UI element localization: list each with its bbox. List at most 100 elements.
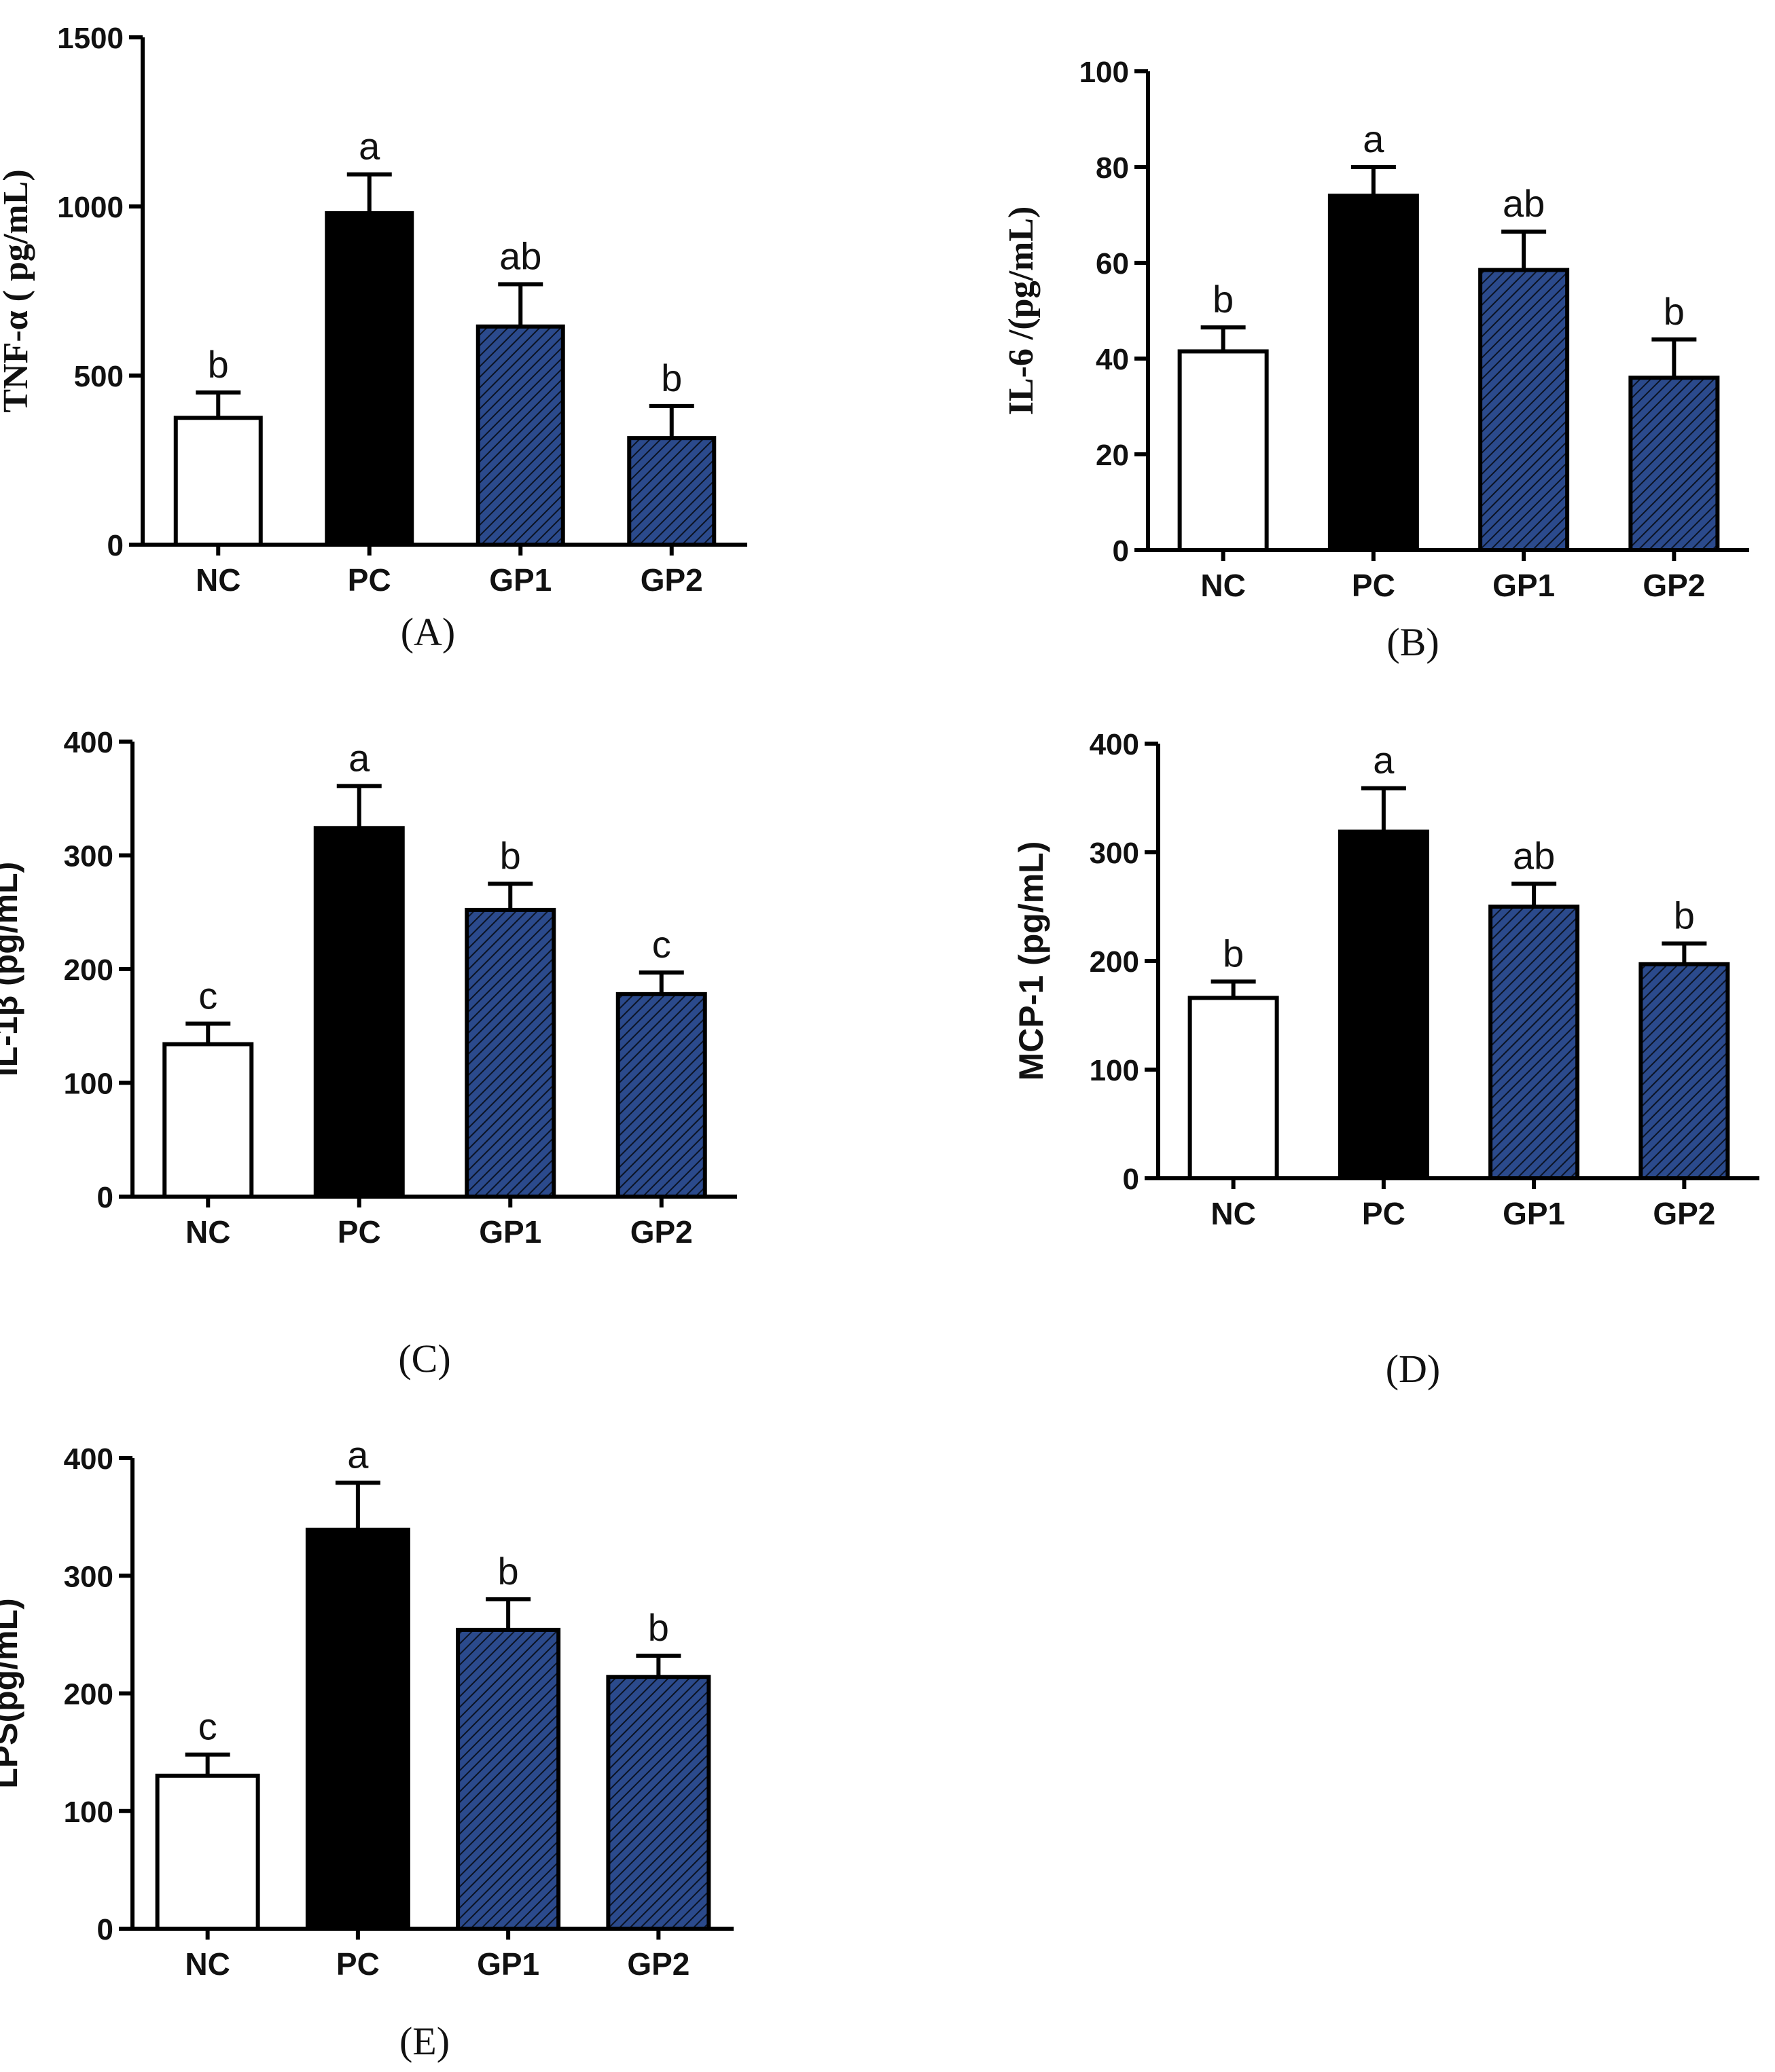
bar-gp2 — [615, 992, 707, 1199]
y-tick-label: 0 — [1123, 1163, 1139, 1196]
category-label: GP1 — [477, 1946, 539, 1982]
bar-pc — [325, 211, 414, 547]
y-tick-label: 0 — [107, 529, 124, 562]
y-tick-label: 1500 — [57, 22, 124, 55]
panel-caption: (E) — [399, 2019, 450, 2063]
significance-label: c — [198, 1705, 217, 1748]
y-axis-label: MCP-1 (pg/mL) — [1012, 841, 1050, 1081]
y-tick-label: 200 — [1090, 945, 1139, 979]
category-label: GP1 — [489, 562, 552, 598]
significance-label: b — [208, 343, 229, 386]
y-tick-label: 400 — [64, 726, 113, 759]
significance-label: b — [661, 357, 682, 399]
significance-label: b — [1213, 278, 1234, 321]
panel-caption: (C) — [398, 1337, 450, 1381]
y-tick-label: 1000 — [57, 191, 124, 224]
significance-label: ab — [499, 235, 541, 278]
category-label: NC — [196, 562, 240, 598]
bar-gp2 — [627, 436, 717, 547]
bar-nc — [1187, 996, 1279, 1181]
bar-gp1 — [1488, 905, 1580, 1180]
y-tick-label: 200 — [64, 1678, 113, 1711]
panel-caption: (B) — [1386, 620, 1439, 664]
significance-label: c — [652, 923, 671, 966]
y-axis-label: IL-1β (pg/mL) — [0, 862, 24, 1077]
bar-pc — [1327, 194, 1419, 552]
y-tick-label: 0 — [1113, 534, 1129, 568]
y-tick-label: 80 — [1096, 151, 1129, 185]
y-tick-label: 300 — [64, 1560, 113, 1593]
y-tick-label: 200 — [64, 953, 113, 987]
chart-panel-b: b NC a PC ab GP1 b GP2 0 20 40 60 80 100 IL-6 /(pg/mL)… — [1002, 56, 1749, 664]
chart-panel-e: c NC a PC b GP1 b GP2 0 100 200 300 400 LPS(pg/mL) (E) — [0, 1433, 734, 2063]
y-tick-label: 100 — [64, 1796, 113, 1829]
significance-label: b — [1674, 894, 1695, 937]
significance-label: b — [498, 1550, 519, 1593]
bar-pc — [1338, 829, 1429, 1180]
significance-label: b — [648, 1606, 669, 1649]
category-label: PC — [348, 562, 391, 598]
bar-gp1 — [1478, 268, 1570, 552]
significance-label: ab — [1513, 834, 1555, 877]
category-label: GP2 — [1653, 1196, 1715, 1231]
significance-label: a — [347, 1433, 369, 1476]
y-tick-label: 0 — [97, 1913, 113, 1946]
significance-label: a — [359, 125, 380, 168]
significance-label: a — [1373, 739, 1395, 782]
significance-label: ab — [1503, 182, 1545, 225]
category-label: GP2 — [1643, 568, 1705, 603]
category-label: NC — [185, 1946, 230, 1982]
significance-label: b — [1223, 932, 1244, 975]
bar-nc — [1177, 349, 1269, 552]
bar-gp2 — [1638, 962, 1730, 1181]
bar-gp1 — [476, 324, 565, 547]
category-label: NC — [1211, 1196, 1255, 1231]
bar-gp2 — [606, 1675, 711, 1931]
category-label: GP1 — [1503, 1196, 1565, 1231]
bar-nc — [162, 1042, 254, 1199]
chart-panel-a: b NC a PC ab GP1 b GP2 0 500 1000 1500 TNF-α ( pg/mL… — [0, 22, 747, 654]
category-label: GP1 — [479, 1214, 541, 1250]
y-tick-label: 20 — [1096, 439, 1129, 472]
category-label: PC — [1352, 568, 1395, 603]
y-tick-label: 400 — [64, 1442, 113, 1476]
y-axis-label: LPS(pg/mL) — [0, 1598, 24, 1789]
category-label: GP2 — [641, 562, 703, 598]
chart-panel-d: b NC a PC ab GP1 b GP2 0 100 200 300 400 MCP-1 (pg/mL… — [1012, 728, 1759, 1391]
bar-gp2 — [1628, 376, 1720, 553]
y-tick-label: 100 — [1079, 56, 1129, 89]
y-tick-label: 300 — [64, 840, 113, 873]
category-label: NC — [1200, 568, 1245, 603]
significance-label: b — [1664, 290, 1685, 333]
significance-label: b — [500, 834, 521, 877]
y-tick-label: 500 — [74, 360, 124, 393]
y-axis-label: TNF-α ( pg/mL) — [0, 169, 35, 412]
bar-gp1 — [465, 907, 556, 1199]
significance-label: a — [1363, 117, 1384, 160]
significance-label: c — [198, 974, 217, 1017]
y-tick-label: 0 — [97, 1181, 113, 1214]
bar-pc — [305, 1527, 410, 1931]
panel-caption: (A) — [401, 610, 456, 654]
y-tick-label: 40 — [1096, 343, 1129, 376]
significance-label: a — [348, 736, 370, 779]
y-tick-label: 100 — [64, 1068, 113, 1101]
panel-caption: (D) — [1386, 1347, 1441, 1391]
category-label: GP2 — [627, 1946, 689, 1982]
bar-nc — [155, 1773, 260, 1931]
category-label: PC — [338, 1214, 381, 1250]
y-axis-label: IL-6 /(pg/mL) — [1002, 206, 1041, 416]
category-label: NC — [185, 1214, 230, 1250]
bar-gp1 — [456, 1627, 561, 1931]
category-label: GP2 — [630, 1214, 693, 1250]
category-label: GP1 — [1492, 568, 1555, 603]
bar-pc — [313, 826, 405, 1199]
category-label: PC — [1362, 1196, 1405, 1231]
y-tick-label: 400 — [1090, 728, 1139, 761]
y-tick-label: 60 — [1096, 247, 1129, 280]
y-tick-label: 100 — [1090, 1054, 1139, 1087]
bar-nc — [173, 416, 263, 547]
chart-panel-c: c NC a PC b GP1 c GP2 0 100 200 300 400 IL-1β (pg/mL)… — [0, 726, 737, 1381]
category-label: PC — [336, 1946, 380, 1982]
